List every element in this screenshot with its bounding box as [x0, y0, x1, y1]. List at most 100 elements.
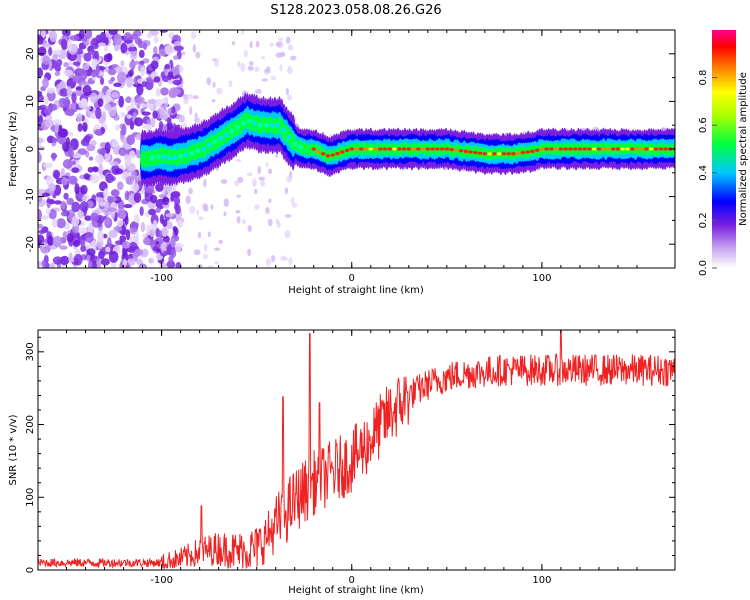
spectrogram-cell	[191, 31, 196, 39]
spectrogram-cell	[214, 58, 220, 67]
spectrogram-cell	[644, 147, 649, 151]
spectrogram-cell	[287, 94, 292, 101]
spectrogram-cell	[115, 124, 120, 131]
spectrogram-cell	[288, 256, 293, 266]
spectrogram-cell	[587, 147, 592, 151]
spectrogram-cell	[235, 209, 241, 214]
spectrogram-cell	[188, 187, 193, 195]
spectrogram-cell	[98, 201, 106, 207]
spectrogram-cell	[130, 97, 135, 109]
spectrogram-cell	[269, 42, 274, 47]
spectrogram-cell	[133, 214, 140, 223]
spectrogram-cell	[118, 95, 125, 108]
spectrogram-cell	[344, 148, 350, 153]
spectrogram-cell	[121, 241, 131, 249]
spectrogram-cell	[160, 71, 166, 79]
spectrogram-cell	[175, 261, 182, 268]
spectrogram-cell	[136, 103, 141, 109]
spectrogram-cell	[82, 63, 90, 71]
spectrogram-cell	[173, 242, 182, 253]
spectrogram-cell	[147, 78, 156, 84]
spectrogram-cell	[212, 82, 216, 88]
spectrogram-cell	[171, 183, 177, 193]
spectrogram-cell	[92, 167, 99, 173]
spectrogram-cell	[46, 87, 56, 94]
spectrogram-cell	[153, 35, 159, 44]
spectrogram-cell	[601, 147, 606, 151]
spectrogram-cell	[52, 256, 63, 265]
spectrogram-cell	[63, 69, 74, 77]
spectrogram-cell	[223, 211, 227, 217]
spectrogram-cell	[146, 32, 153, 39]
spectrogram-cell	[620, 147, 625, 151]
spectrogram-cell	[162, 196, 170, 206]
spectrogram-cell	[79, 201, 89, 213]
spectrogram-cell	[211, 98, 216, 103]
spectrogram-cell	[275, 122, 280, 128]
spectrogram-cell	[111, 139, 119, 148]
colorbar: 0.0 0.2 0.4 0.6 0.8 Normalized spectral ampl…	[698, 30, 749, 276]
spectrogram-cell	[216, 87, 223, 95]
spectrogram-cell	[38, 260, 42, 268]
spectrogram-cell	[63, 192, 69, 200]
spectrogram-cell	[340, 150, 345, 154]
spectrogram-cell	[72, 74, 82, 84]
spectrogram-cell	[90, 174, 100, 184]
spectrogram-cell	[171, 87, 182, 95]
spectrogram-cell	[121, 123, 127, 136]
spectrogram-cell	[73, 253, 83, 266]
spectrogram-cell	[101, 110, 107, 122]
spectrogram-xlabel: Height of straight line (km)	[288, 285, 424, 296]
spectrogram-cell	[40, 30, 46, 39]
spectrogram-cell	[321, 152, 326, 156]
spectrogram-cell	[290, 197, 295, 205]
spectrogram-cell	[113, 44, 120, 52]
spectrogram-cell	[125, 176, 134, 185]
spectrogram-cell	[167, 71, 174, 78]
spectrogram-cell	[165, 221, 173, 229]
spectrogram-cell	[487, 152, 492, 156]
spectrogram-cell	[105, 173, 115, 184]
spectrogram-cell	[212, 139, 218, 145]
spectrogram-cell	[285, 36, 291, 44]
spectrogram-cell	[111, 91, 119, 99]
spectrogram-cell	[154, 100, 164, 107]
spectrogram-cell	[38, 114, 44, 125]
spectrogram-cell	[49, 30, 58, 43]
spectrogram-cell	[92, 50, 97, 61]
spectrogram-cell	[515, 151, 521, 155]
spectrogram-cell	[439, 147, 445, 151]
spectrogram-cell	[133, 231, 140, 242]
spectrogram-cell	[103, 46, 108, 52]
spectrogram-cell	[125, 76, 134, 88]
spectrogram-cell	[282, 257, 289, 261]
spectrogram-cell	[449, 147, 454, 152]
spectrogram-cell	[127, 46, 138, 52]
spectrogram-cell	[506, 152, 511, 156]
snr-series-line	[38, 330, 675, 570]
spectrogram-cell	[56, 59, 63, 67]
spectrogram-cell	[45, 208, 51, 215]
spectrogram-cell	[42, 55, 51, 65]
snr-plot-area	[38, 330, 675, 570]
spectrogram-cell	[63, 62, 70, 68]
spectrogram-cell	[38, 223, 44, 229]
spectrogram-cell	[74, 182, 80, 195]
spectrogram-cell	[113, 226, 123, 232]
spectrogram-cell	[454, 148, 459, 152]
colorbar-tick-label: 0.4	[698, 165, 709, 181]
spectrogram-cell	[80, 245, 87, 252]
spectrogram-cell	[172, 79, 182, 86]
spectrogram-cell	[658, 147, 663, 151]
spectrogram-cell	[166, 260, 176, 268]
spectrogram-cell	[97, 164, 104, 176]
spectrogram-cell	[148, 208, 157, 216]
spectrogram-cell	[182, 51, 186, 56]
spectrogram-cell	[577, 147, 583, 151]
spectrogram-cell	[103, 54, 112, 63]
spectrogram-cell	[120, 112, 126, 118]
spectrogram-cell	[195, 51, 201, 59]
spectrogram-cell	[91, 260, 97, 268]
colorbar-tick-label: 0.2	[698, 212, 709, 228]
spectrogram-cell	[77, 210, 85, 219]
